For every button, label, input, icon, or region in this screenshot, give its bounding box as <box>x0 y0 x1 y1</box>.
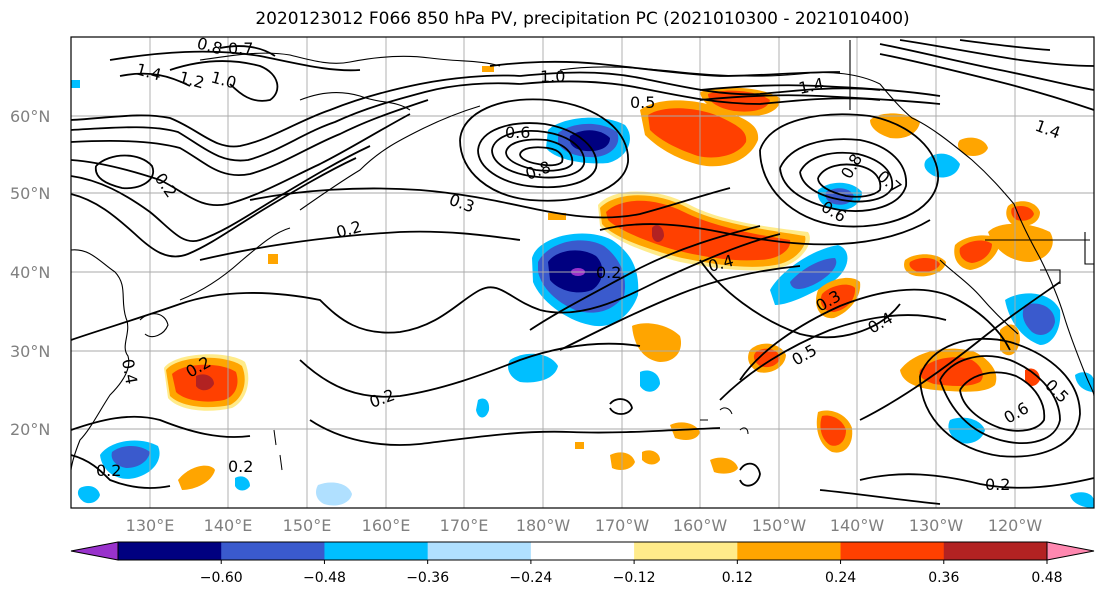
map-border <box>70 36 1095 509</box>
contour-label: 1.0 <box>540 67 565 86</box>
lon-labels: 130°E 140°E 150°E 160°E 170°E 180°W 170°… <box>126 516 1043 535</box>
contour-label: 0.2 <box>596 263 621 282</box>
lat-label: 20°N <box>10 420 50 439</box>
colorbar-tick-label: 0.12 <box>722 570 753 586</box>
colorbar-tick-label: 0.24 <box>825 570 856 586</box>
colorbar-tick-label: −0.48 <box>303 570 346 586</box>
colorbar-segment <box>943 542 1048 560</box>
colorbar-segment <box>840 542 945 560</box>
positive-pc-band-north-pacific <box>640 87 781 167</box>
pv-contours <box>70 39 1095 505</box>
lat-label: 50°N <box>10 184 50 203</box>
colorbar-segment <box>118 542 222 560</box>
lon-label: 180°W <box>516 516 571 535</box>
lon-label: 130°E <box>126 516 175 535</box>
colorbar-tick-label: −0.24 <box>509 570 552 586</box>
contour-label: 0.7 <box>228 39 253 58</box>
contour-label: 1.4 <box>797 74 826 98</box>
colorbar-segments <box>71 542 1094 560</box>
colorbar-border <box>117 541 1048 561</box>
colorbar: −0.60 −0.48 −0.36 −0.24 −0.12 0.12 0.24 0.36 0.4… <box>70 541 1095 586</box>
lon-label: 140°W <box>830 516 885 535</box>
lon-label: 130°W <box>909 516 964 535</box>
colorbar-segment <box>737 542 842 560</box>
colorbar-tick-label: 0.48 <box>1031 570 1062 586</box>
colorbar-tick-label: −0.36 <box>406 570 449 586</box>
negative-pc-patch-west <box>71 80 660 506</box>
colorbar-segment <box>427 542 532 560</box>
lon-label: 170°W <box>595 516 650 535</box>
colorbar-segment <box>530 542 635 560</box>
lat-label: 40°N <box>10 263 50 282</box>
lat-label: 60°N <box>10 107 50 126</box>
negative-pc-patch-east <box>770 153 1094 508</box>
contour-label: 0.2 <box>96 461 121 480</box>
lon-label: 150°E <box>283 516 332 535</box>
colorbar-tick-label: −0.60 <box>200 570 243 586</box>
islands <box>273 407 749 471</box>
colorbar-segment <box>324 542 429 560</box>
lon-label: 160°W <box>673 516 728 535</box>
lat-labels: 60°N 50°N 40°N 30°N 20°N <box>10 107 50 439</box>
colorbar-ticks: −0.60 −0.48 −0.36 −0.24 −0.12 0.12 0.24 0.36 0.4… <box>200 560 1063 586</box>
lon-label: 140°E <box>204 516 253 535</box>
negative-pc-patch-north-pacific <box>546 117 630 164</box>
colorbar-tick-label: −0.12 <box>613 570 656 586</box>
gridlines <box>71 37 1094 508</box>
colorbar-segment <box>221 542 325 560</box>
contour-label: 0.6 <box>505 123 530 142</box>
lat-label: 30°N <box>10 342 50 361</box>
figure-title: 2020123012 F066 850 hPa PV, precipitatio… <box>255 9 910 29</box>
colorbar-segment <box>634 542 738 560</box>
lon-label: 150°W <box>752 516 807 535</box>
lon-label: 120°W <box>988 516 1043 535</box>
lon-label: 160°E <box>362 516 411 535</box>
colorbar-segment <box>71 542 118 560</box>
contour-label: 0.4 <box>118 357 141 385</box>
lon-label: 170°E <box>440 516 489 535</box>
contour-label: 0.5 <box>630 93 655 112</box>
contour-label: 0.2 <box>985 475 1010 494</box>
colorbar-tick-label: 0.36 <box>928 570 959 586</box>
contour-label: 0.2 <box>228 457 253 476</box>
positive-pc-patch-west <box>164 66 494 490</box>
colorbar-segment <box>1047 542 1094 560</box>
